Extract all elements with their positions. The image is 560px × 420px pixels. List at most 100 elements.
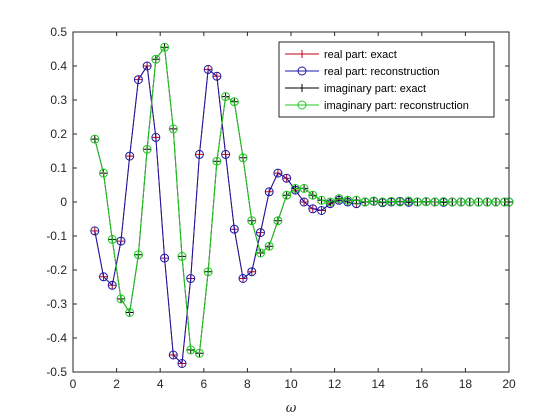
data-point	[116, 294, 126, 304]
data-point	[456, 197, 466, 207]
data-point	[360, 197, 370, 207]
data-point	[99, 272, 109, 282]
data-point	[299, 183, 309, 193]
data-point	[160, 253, 170, 263]
x-tick-label: 10	[284, 377, 298, 391]
series-line	[94, 45, 509, 355]
data-point	[308, 190, 318, 200]
data-point	[133, 250, 143, 260]
x-tick-label: 18	[459, 377, 473, 391]
data-point	[186, 274, 196, 283]
x-tick-label: 6	[200, 377, 207, 391]
x-tick-label: 0	[70, 377, 77, 391]
data-point	[177, 359, 187, 368]
legend-marker	[298, 84, 306, 92]
data-point	[290, 183, 300, 193]
data-point	[465, 197, 475, 207]
data-point	[299, 197, 309, 207]
data-point	[221, 92, 231, 102]
x-tick-label: 4	[157, 377, 164, 391]
data-point	[473, 197, 483, 207]
data-point	[439, 197, 449, 207]
data-point	[116, 236, 126, 246]
data-point	[203, 64, 213, 74]
data-point	[282, 190, 292, 200]
data-point	[90, 226, 100, 236]
data-point	[229, 224, 239, 234]
legend-entry: real part: exact	[285, 49, 397, 61]
data-point	[317, 195, 327, 205]
data-point	[221, 149, 231, 159]
axes-layer: 0 2 4 6 8 10 12 14 16 18 20 -0.5 -0.4 -0.3 -0.2 -0.1 0 0.…	[46, 25, 516, 391]
data-point	[107, 234, 117, 244]
data-point	[247, 267, 257, 277]
legend-marker	[297, 100, 307, 110]
y-tick-label: -0.2	[46, 263, 67, 277]
data-point	[430, 197, 440, 207]
data-point	[351, 195, 361, 205]
data-point	[151, 132, 161, 142]
data-point	[168, 350, 178, 360]
legend-label: imaginary part: reconstruction	[324, 100, 469, 112]
data-point	[229, 97, 239, 107]
legend-entry: imaginary part: reconstruction	[285, 100, 469, 112]
data-point	[142, 61, 152, 71]
data-point	[334, 194, 344, 204]
data-point	[212, 71, 222, 81]
y-tick-label: 0.4	[50, 59, 67, 73]
data-point	[125, 151, 135, 161]
data-point	[255, 228, 265, 238]
data-point	[247, 216, 257, 226]
data-point	[317, 206, 327, 215]
data-point	[378, 197, 388, 207]
data-point	[273, 168, 283, 178]
data-point	[325, 197, 335, 207]
legend: real part: exact real part: reconstructio…	[278, 41, 495, 118]
data-point	[168, 124, 178, 134]
data-point	[255, 248, 265, 258]
data-point	[264, 187, 274, 197]
legend-marker	[297, 66, 307, 76]
y-tick-label: 0.1	[50, 161, 67, 175]
data-point	[447, 197, 457, 207]
y-tick-label: -0.5	[46, 365, 67, 379]
data-point	[238, 274, 248, 283]
data-point	[395, 197, 405, 207]
y-tick-label: -0.1	[46, 229, 67, 243]
data-point	[264, 241, 274, 251]
data-point	[194, 348, 204, 358]
data-point	[421, 197, 431, 207]
y-tick-label: 0.3	[50, 93, 67, 107]
legend-marker	[298, 50, 306, 58]
y-tick-label: 0.2	[50, 127, 67, 141]
data-point	[203, 267, 213, 277]
legend-label: real part: exact	[324, 49, 397, 61]
data-point	[160, 42, 170, 52]
data-point	[194, 149, 204, 159]
data-point	[142, 144, 152, 154]
legend-label: real part: reconstruction	[324, 66, 440, 78]
data-point	[133, 75, 143, 85]
data-point	[177, 251, 187, 261]
data-point	[125, 308, 135, 317]
y-tick-label: 0.5	[50, 25, 67, 39]
data-point	[369, 196, 379, 206]
x-tick-label: 16	[415, 377, 429, 391]
legend-label: imaginary part: exact	[324, 83, 426, 95]
data-point	[107, 280, 117, 290]
data-point	[343, 195, 353, 205]
data-point	[482, 197, 492, 207]
legend-entry: imaginary part: exact	[285, 83, 426, 95]
data-point	[238, 153, 248, 163]
x-tick-label: 20	[502, 377, 516, 391]
series-layer	[90, 42, 514, 368]
x-tick-label: 2	[113, 377, 120, 391]
x-tick-label: 8	[244, 377, 251, 391]
data-point	[90, 134, 100, 144]
data-point	[99, 168, 109, 178]
data-point	[273, 216, 283, 226]
data-point	[404, 196, 414, 206]
y-tick-label: -0.3	[46, 297, 67, 311]
data-point	[386, 196, 396, 206]
